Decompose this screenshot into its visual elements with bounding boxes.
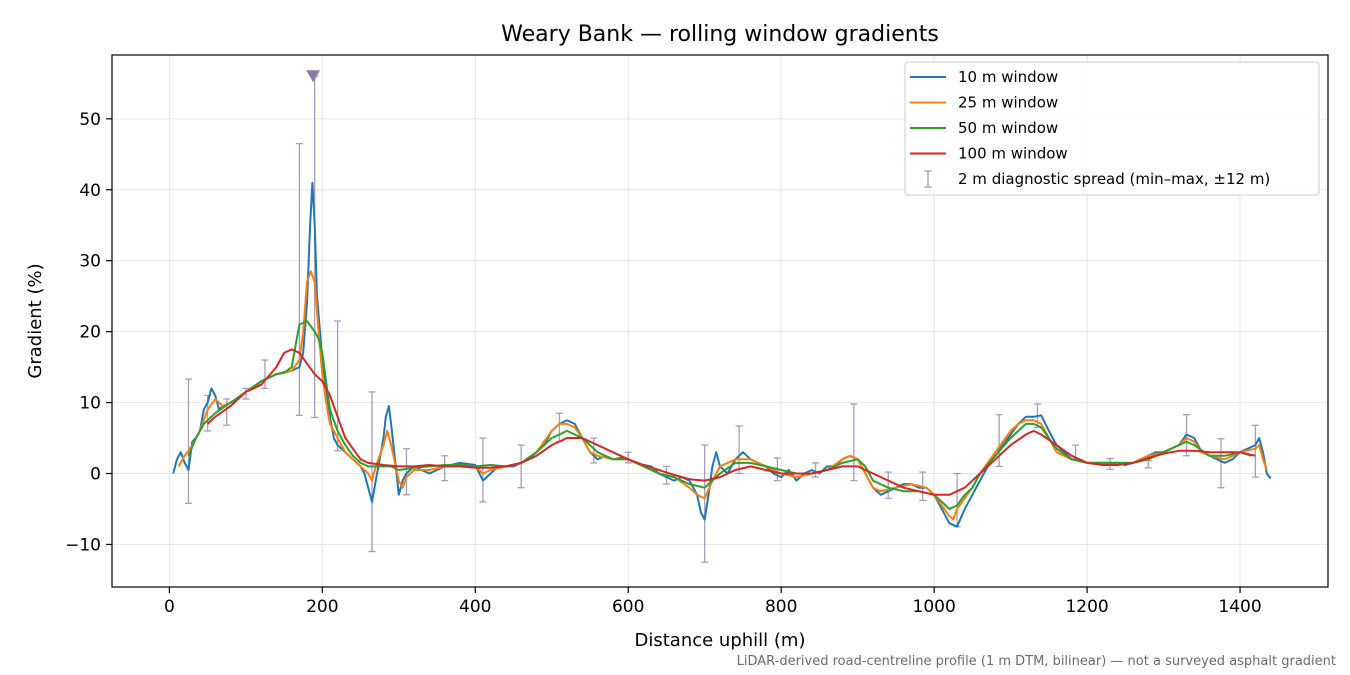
x-axis-ticks: 0 200 400 600 800 1000 1200 1400 <box>164 587 1262 617</box>
error-bar <box>1106 457 1114 470</box>
series-line-3 <box>187 320 1252 510</box>
error-bar <box>517 444 525 489</box>
error-bar <box>590 437 598 464</box>
x-tick-label: 600 <box>612 597 644 617</box>
series-line-2 <box>177 270 1268 521</box>
y-tick-label: 50 <box>79 110 101 130</box>
x-tick-label: 1400 <box>1218 597 1261 617</box>
legend-box <box>904 61 1320 196</box>
x-tick-label: 800 <box>765 597 797 617</box>
series-lines <box>172 181 1272 528</box>
error-bar <box>701 444 709 563</box>
legend-items: 10 m window 25 m window 50 m window 100 m w… <box>910 68 1270 188</box>
error-bar <box>812 462 820 478</box>
error-bar <box>1217 438 1225 489</box>
peak-marker <box>306 70 321 83</box>
y-tick-label: 0 <box>90 465 101 485</box>
chart-title: Weary Bank — rolling window gradients <box>501 22 939 47</box>
plot-area <box>172 70 1272 563</box>
error-bar <box>624 451 632 464</box>
x-tick-label: 400 <box>459 597 491 617</box>
x-tick-label: 1000 <box>913 597 956 617</box>
footnote: LiDAR-derived road-centreline profile (1… <box>737 654 1336 669</box>
legend-label-4: 100 m window <box>958 145 1068 163</box>
y-axis-label: Gradient (%) <box>25 263 46 378</box>
error-bar <box>295 143 303 416</box>
error-bar <box>184 378 192 504</box>
error-bar <box>1144 460 1152 469</box>
error-bar <box>850 403 858 482</box>
series-line-4 <box>206 348 1256 496</box>
error-bar <box>1251 424 1259 478</box>
legend-swatch-errorbar <box>924 170 932 188</box>
error-bar <box>479 437 487 503</box>
error-bar <box>261 359 269 390</box>
legend-label-1: 10 m window <box>958 68 1058 86</box>
legend-label-errorbar: 2 m diagnostic spread (min–max, ±12 m) <box>958 170 1270 188</box>
error-bar <box>735 425 743 475</box>
x-tick-label: 200 <box>306 597 338 617</box>
y-tick-label: 30 <box>79 252 101 272</box>
x-tick-label: 0 <box>164 597 175 617</box>
y-axis-ticks: −10 0 10 20 30 40 50 <box>65 110 112 555</box>
legend-label-2: 25 m window <box>958 94 1058 112</box>
marker-layer <box>306 70 321 83</box>
legend: 10 m window 25 m window 50 m window 100 m w… <box>904 61 1320 196</box>
error-bar <box>884 471 892 499</box>
y-tick-label: 20 <box>79 323 101 343</box>
x-tick-label: 1200 <box>1065 597 1108 617</box>
legend-label-3: 50 m window <box>958 119 1058 137</box>
error-bar <box>242 387 250 400</box>
y-tick-label: 40 <box>79 181 101 201</box>
error-bar <box>368 391 376 553</box>
y-tick-label: −10 <box>65 535 101 555</box>
x-axis-label: Distance uphill (m) <box>635 630 806 651</box>
error-bar <box>441 455 449 482</box>
error-bar <box>995 413 1003 468</box>
y-tick-label: 10 <box>79 394 101 414</box>
plot-frame <box>111 54 1329 588</box>
error-bar <box>402 448 410 496</box>
